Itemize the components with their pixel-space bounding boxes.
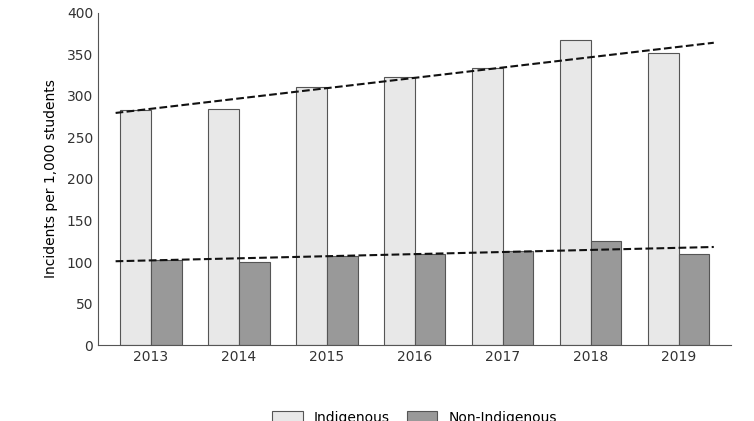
Bar (208, 109, 239, 345)
Bar (472, 67, 503, 345)
Bar (559, 40, 590, 345)
Bar (239, 262, 270, 345)
Bar (503, 251, 534, 345)
Bar (384, 77, 415, 345)
Bar (590, 241, 621, 345)
Bar (679, 254, 710, 345)
Bar (415, 254, 446, 345)
Bar (296, 88, 326, 345)
Y-axis label: Incidents per 1,000 students: Incidents per 1,000 students (44, 80, 59, 278)
Bar (326, 256, 357, 345)
Bar (120, 110, 151, 345)
Bar (648, 53, 679, 345)
Bar (151, 261, 182, 345)
Legend: Indigenous, Non-Indigenous: Indigenous, Non-Indigenous (267, 405, 562, 421)
